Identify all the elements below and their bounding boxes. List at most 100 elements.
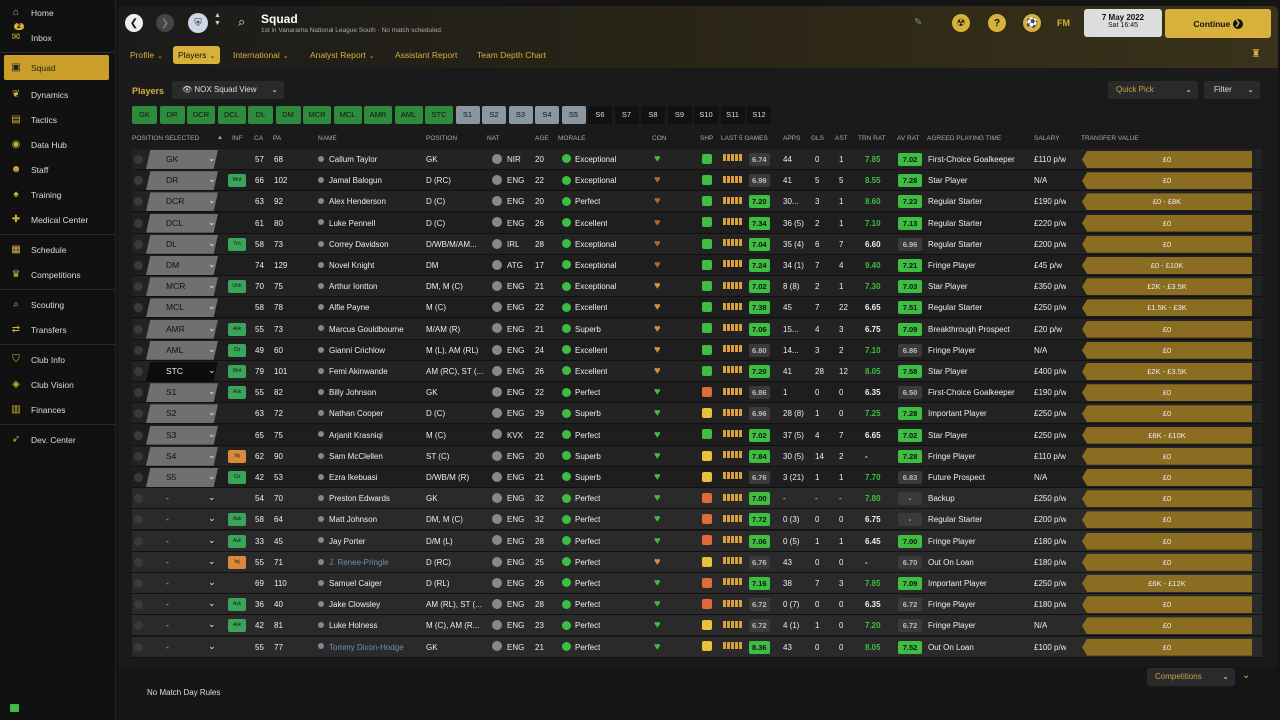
sidebar-item-squad[interactable]: ▣ Squad (4, 55, 109, 80)
table-row[interactable]: - ⌄ 55 77 Tommy Dixon-Hodge GK ENG 21 Perfect ♥ 8.… (132, 636, 1262, 658)
sidebar-item-club-info[interactable]: ⛉ Club Info (0, 347, 115, 372)
transfer-value[interactable]: £0 (1082, 214, 1252, 232)
hazard-icon[interactable]: ☢ (952, 14, 970, 32)
player-name[interactable]: Preston Edwards (318, 488, 424, 509)
row-checkbox[interactable] (134, 261, 143, 270)
edit-icon[interactable]: ✎ (914, 17, 923, 28)
row-checkbox[interactable] (134, 451, 143, 461)
status-icon[interactable] (10, 704, 19, 712)
sidebar-item-dynamics[interactable]: ❦ Dynamics (0, 82, 115, 107)
row-checkbox[interactable] (134, 430, 143, 440)
player-name[interactable]: Tommy Dixon-Hodge (318, 637, 424, 658)
sidebar-item-competitions[interactable]: ♛ Competitions (0, 262, 115, 287)
row-checkbox[interactable] (134, 155, 143, 164)
player-name[interactable]: Femi Akinwande (318, 361, 424, 382)
position-selected-dropdown[interactable]: AML (146, 340, 218, 360)
transfer-value[interactable]: £0 (1082, 638, 1252, 656)
position-filter-s8[interactable]: S8 (641, 106, 665, 124)
sidebar-item-transfers[interactable]: ⇄ Transfers (0, 317, 115, 342)
table-row[interactable]: S1 ⌄ Ask 55 82 Billy Johnson GK ENG 22 Perfect ♥ 6.… (132, 382, 1262, 404)
sort-ascending-icon[interactable]: ▲ (217, 135, 223, 141)
row-checkbox[interactable] (134, 600, 143, 610)
info-badge[interactable]: Ask (228, 386, 246, 400)
column-header[interactable]: INF (232, 135, 243, 142)
back-button[interactable]: ❮ (125, 14, 143, 32)
info-badge[interactable]: Ctr (228, 343, 246, 357)
row-checkbox[interactable] (134, 642, 143, 652)
table-row[interactable]: AML ⌄ Ctr 49 60 Gianni Crichlow M (L), AM (RL)… (132, 339, 1262, 361)
position-filter-s10[interactable]: S10 (694, 106, 718, 124)
info-badge[interactable]: Ask (228, 322, 246, 336)
position-filter-mcr[interactable]: MCR (303, 106, 331, 124)
row-checkbox[interactable] (134, 473, 143, 482)
position-selected-dropdown[interactable]: DL (146, 234, 218, 254)
row-checkbox[interactable] (134, 239, 143, 249)
player-name[interactable]: Jake Clowsley (318, 594, 424, 615)
transfer-value[interactable]: £0 (1082, 617, 1252, 635)
forward-button[interactable]: ❯ (156, 14, 174, 32)
info-badge[interactable]: Ask (228, 598, 246, 612)
table-row[interactable]: AMR ⌄ Ask 55 73 Marcus Gouldbourne M/AM (R) ENG… (132, 318, 1262, 340)
table-row[interactable]: - ⌄ Ask 42 81 Luke Holness M (C), AM (R... ENG 2… (132, 615, 1262, 637)
tab-team-depth-chart[interactable]: Team Depth Chart (472, 46, 551, 64)
player-name[interactable]: Jay Porter (318, 531, 424, 552)
row-checkbox[interactable] (134, 621, 143, 631)
position-selected-dropdown[interactable]: STC (146, 362, 218, 381)
position-selected-dropdown[interactable]: - (146, 532, 218, 551)
view-selector[interactable]: 👁 NOX Squad View ⌄ (172, 81, 284, 99)
column-header[interactable]: SHP (700, 135, 714, 142)
column-header[interactable]: AGE (535, 135, 549, 142)
table-row[interactable]: DCL ⌄ 61 80 Luke Pennell D (C) ENG 26 Excellent ♥… (132, 212, 1262, 234)
column-header[interactable]: GLS (811, 135, 825, 142)
column-header[interactable]: AST (835, 135, 848, 142)
sidebar-item-finances[interactable]: ▥ Finances (0, 397, 115, 422)
column-header[interactable]: TRN RAT (858, 135, 886, 142)
position-selected-dropdown[interactable]: - (146, 638, 218, 657)
position-filter-s4[interactable]: S4 (535, 106, 559, 124)
column-header[interactable]: CON (652, 135, 667, 142)
table-row[interactable]: S3 ⌄ 65 75 Arjanit Krasniqi M (C) KVX 22 Perfect… (132, 424, 1262, 446)
sidebar-item-inbox[interactable]: ✉ 2 Inbox (0, 23, 115, 50)
info-badge[interactable]: Unh (228, 280, 246, 294)
transfer-value[interactable]: £0 (1082, 469, 1252, 486)
transfer-value[interactable]: £0 (1082, 490, 1252, 508)
transfer-value[interactable]: £0 - £10K (1082, 257, 1252, 274)
table-row[interactable]: S5 ⌄ Ctr 42 53 Ezra Ikebuasi D/WB/M (R) ENG 21 Su… (132, 467, 1262, 488)
column-header[interactable]: LAST 5 GAMES (721, 135, 768, 142)
row-checkbox[interactable] (134, 282, 143, 292)
column-header[interactable]: AGREED PLAYING TIME (927, 135, 1002, 142)
position-filter-dr[interactable]: DR (159, 106, 185, 124)
filter-button[interactable]: Filter ⌄ (1204, 81, 1260, 99)
position-selected-dropdown[interactable]: - (146, 616, 218, 635)
position-selected-dropdown[interactable]: S4 (146, 446, 218, 466)
transfer-value[interactable]: £0 - £8K (1082, 193, 1252, 211)
info-badge[interactable]: Inj (228, 449, 246, 463)
position-selected-dropdown[interactable]: DR (146, 171, 218, 191)
tab-analyst-report[interactable]: Analyst Report ⌄ (305, 46, 380, 64)
fm-logo[interactable]: FM (1057, 18, 1070, 28)
club-badge-icon[interactable]: ⛨ (188, 13, 208, 33)
row-checkbox[interactable] (134, 218, 143, 228)
position-filter-s12[interactable]: S12 (747, 106, 771, 124)
sidebar-item-staff[interactable]: ☻ Staff (0, 157, 115, 182)
table-row[interactable]: MCL ⌄ 58 78 Alfie Payne M (C) ENG 22 Excellent ♥ 7… (132, 297, 1262, 319)
continue-button[interactable]: Continue ❯ (1165, 9, 1271, 38)
transfer-value[interactable]: £0 (1082, 172, 1252, 190)
player-name[interactable]: Alfie Payne (318, 297, 424, 318)
tab-profile[interactable]: Profile ⌄ (125, 46, 168, 64)
position-filter-gk[interactable]: GK (132, 106, 157, 124)
competitions-selector[interactable]: Competitions ⌄ (1147, 668, 1235, 686)
table-row[interactable]: - ⌄ Ask 36 40 Jake Clowsley AM (RL), ST (... EN… (132, 594, 1262, 616)
transfer-value[interactable]: £0 (1082, 405, 1252, 423)
column-header[interactable]: NAT (487, 135, 500, 142)
position-selected-dropdown[interactable]: - (146, 510, 218, 529)
player-name[interactable]: Correy Davidson (318, 234, 424, 255)
position-selected-dropdown[interactable]: S5 (146, 468, 218, 487)
table-row[interactable]: - ⌄ Inj 55 71 J. Renee-Pringle D (RC) ENG 25 Perf… (132, 551, 1262, 573)
column-header[interactable]: AV RAT (897, 135, 920, 142)
info-badge[interactable]: Inj (228, 555, 246, 569)
table-row[interactable]: DL ⌄ Trn 58 73 Correy Davidson D/WB/M/AM... IRL… (132, 233, 1262, 255)
position-selected-dropdown[interactable]: - (146, 489, 218, 508)
player-name[interactable]: J. Renee-Pringle (318, 552, 424, 573)
tab-players[interactable]: Players ⌄ (173, 46, 221, 64)
